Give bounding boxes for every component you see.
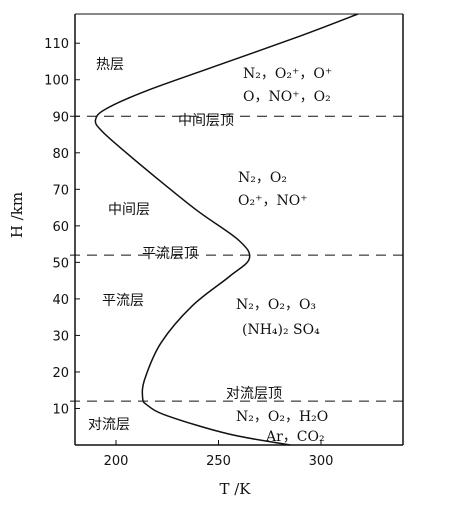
y-tick-label: 30 [52,329,69,344]
label-stratopause: 平流层顶 [142,246,198,262]
y-tick-label: 90 [52,110,69,125]
label-tropopause: 对流层顶 [226,386,282,402]
y-tick-label: 50 [52,256,69,271]
thermosphere-composition-line2: O，NO⁺，O₂ [243,89,331,105]
mesosphere-composition-line1: N₂，O₂ [238,170,287,186]
label-thermosphere: 热层 [96,57,124,73]
x-tick-label: 200 [104,454,129,469]
y-axis-title: H /km [8,192,26,238]
x-tick-label: 300 [309,454,334,469]
y-tick-label: 40 [52,293,69,308]
x-axis-title: T /K [219,480,251,498]
temperature-curve [94,13,359,446]
boundary-lines [70,115,403,402]
label-troposphere: 对流层 [88,417,130,433]
y-tick-label: 10 [52,402,69,417]
y-tick-label: 20 [52,366,69,381]
y-tick-label: 110 [44,37,69,52]
stratosphere-composition-line2: (NH₄)₂ SO₄ [242,322,320,338]
label-mesopause: 中间层顶 [178,113,234,129]
thermosphere-composition-line1: N₂，O₂⁺，O⁺ [243,66,332,82]
troposphere-composition-line2: Ar，CO₂ [265,429,325,445]
x-tick-label: 250 [206,454,231,469]
mesosphere-composition-line2: O₂⁺，NO⁺ [238,193,308,209]
label-mesosphere: 中间层 [108,202,150,218]
y-tick-label: 80 [52,147,69,162]
y-tick-label: 70 [52,183,69,198]
ticks-layer: 10 20 30 40 50 60 70 80 90 100 110 200 250 300 [44,37,333,469]
stratosphere-composition-line1: N₂，O₂，O₃ [236,297,316,313]
y-tick-label: 100 [44,74,69,89]
troposphere-composition-line1: N₂，O₂，H₂O [236,409,328,425]
y-tick-label: 60 [52,220,69,235]
label-stratosphere: 平流层 [102,293,144,309]
